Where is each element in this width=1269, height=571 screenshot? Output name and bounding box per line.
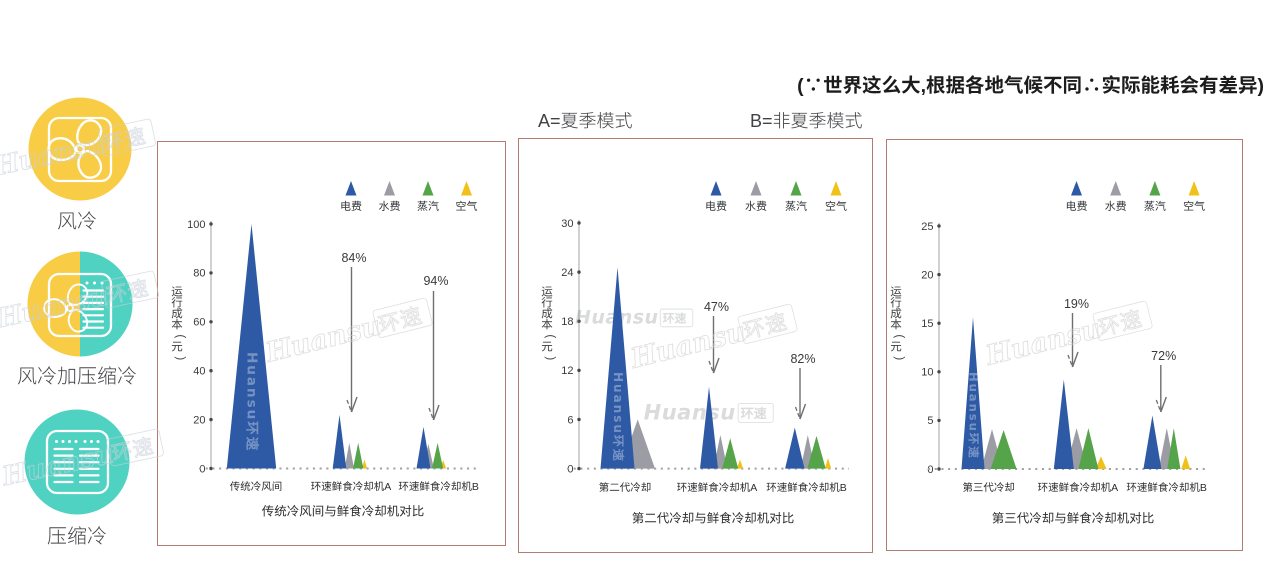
mode-label-non-summer: B=非夏季模式 <box>750 107 863 133</box>
fan-plus-compressor-icon-g <box>27 251 133 357</box>
fan-plus-compressor-icon-g-circle <box>100 281 104 285</box>
fan-plus-compressor-icon-g-g <box>43 283 89 333</box>
chart-panel-third-generation <box>886 139 1243 551</box>
fan-icon-g-g-path <box>77 149 103 179</box>
fan-icon-g-g-path <box>47 137 77 162</box>
compressor-icon <box>24 409 130 515</box>
mode-label-summer: A=夏季模式 <box>538 107 633 133</box>
fan-icon-g-g <box>47 119 103 179</box>
climate-disclaimer-note: (∵世界这么大,根据各地气候不同∴实际能耗会有差异) <box>797 69 1264 98</box>
fan-plus-compressor-icon-g-path <box>27 251 80 357</box>
compressor-icon-g-circle <box>24 409 130 515</box>
compressor-icon-g-circle <box>90 440 93 443</box>
compressor-icon-g-circle <box>61 440 65 443</box>
compressor-icon-g-circle <box>68 440 71 443</box>
fan-icon-g <box>28 97 132 201</box>
compressor-icon-g <box>24 409 130 515</box>
fan-plus-compressor-icon-g-g-path <box>43 298 68 318</box>
compressor-icon-g-circle <box>96 440 100 443</box>
compressor-icon-g-circle <box>83 440 87 443</box>
fan-plus-compressor-icon-g-circle <box>93 281 96 285</box>
fan-icon <box>28 97 132 201</box>
chart-panel-traditional <box>157 141 506 546</box>
sidebar-item-label: 风冷加压缩冷 <box>17 360 137 389</box>
compressor-icon-g-circle <box>74 440 78 443</box>
fan-plus-compressor-icon-g-circle <box>85 281 89 285</box>
fan-icon-g-circle <box>28 97 132 201</box>
sidebar-item-label: 压缩冷 <box>47 520 107 549</box>
fan-icon-g-g-path <box>76 119 103 147</box>
chart-panel-second-generation <box>518 138 873 553</box>
compressor-icon-g-circle <box>55 440 58 443</box>
sidebar-item-label: 风冷 <box>57 205 97 234</box>
fan-plus-compressor-icon-g-g-path <box>66 283 89 306</box>
fan-plus-compressor-icon <box>27 251 133 357</box>
fan-plus-compressor-icon-g-g-path <box>67 308 89 333</box>
